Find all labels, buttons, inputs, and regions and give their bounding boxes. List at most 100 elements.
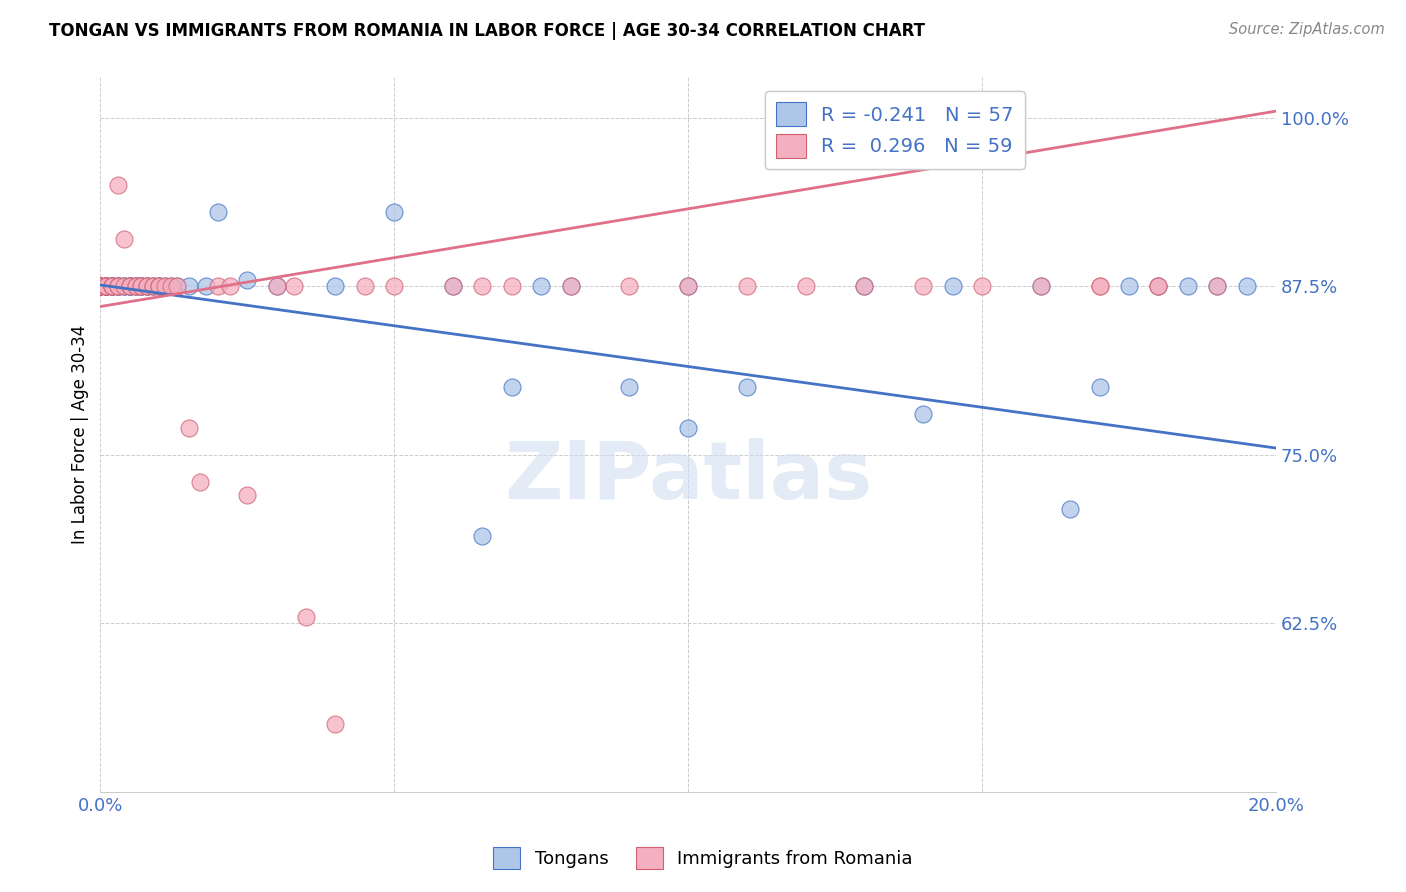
Point [96,279,118,293]
Point [153,279,176,293]
Point [354,279,377,293]
Point [136,279,159,293]
Point [501,380,523,394]
Point [101,279,124,293]
Point [96,279,118,293]
Point [970,279,993,293]
Legend: Tongans, Immigrants from Romania: Tongans, Immigrants from Romania [484,838,922,879]
Point [471,528,494,542]
Point [107,279,129,293]
Point [530,279,553,293]
Point [166,279,188,293]
Point [1147,279,1170,293]
Point [325,717,347,731]
Point [96,279,118,293]
Point [1118,279,1140,293]
Point [1206,279,1229,293]
Point [283,279,305,293]
Point [112,279,135,293]
Point [188,475,211,489]
Point [853,279,876,293]
Point [166,279,188,293]
Point [942,279,965,293]
Point [89,279,111,293]
Point [207,205,229,219]
Point [148,279,170,293]
Point [96,279,118,293]
Point [136,279,159,293]
Point [142,279,165,293]
Point [382,205,405,219]
Text: Source: ZipAtlas.com: Source: ZipAtlas.com [1229,22,1385,37]
Point [195,279,218,293]
Point [112,279,135,293]
Point [142,279,165,293]
Point [619,380,641,394]
Point [148,279,170,293]
Point [207,279,229,293]
Point [101,279,124,293]
Point [96,279,118,293]
Point [124,279,146,293]
Point [1029,279,1052,293]
Point [136,279,159,293]
Point [107,279,129,293]
Point [148,279,170,293]
Point [118,279,141,293]
Point [236,272,259,286]
Point [1177,279,1199,293]
Point [1147,279,1170,293]
Point [131,279,153,293]
Point [107,178,129,193]
Point [1029,279,1052,293]
Point [96,279,118,293]
Point [160,279,183,293]
Point [131,279,153,293]
Point [1236,279,1258,293]
Point [735,279,758,293]
Point [112,232,135,246]
Y-axis label: In Labor Force | Age 30-34: In Labor Force | Age 30-34 [72,325,89,544]
Point [136,279,159,293]
Point [131,279,153,293]
Point [124,279,146,293]
Point [89,279,111,293]
Point [89,279,111,293]
Point [853,279,876,293]
Point [266,279,288,293]
Point [96,279,118,293]
Point [112,279,135,293]
Point [124,279,146,293]
Point [441,279,464,293]
Point [441,279,464,293]
Point [382,279,405,293]
Point [101,279,124,293]
Point [471,279,494,293]
Point [1147,279,1170,293]
Point [96,279,118,293]
Point [160,279,183,293]
Point [266,279,288,293]
Point [735,380,758,394]
Point [560,279,582,293]
Point [1059,501,1081,516]
Point [101,279,124,293]
Point [118,279,141,293]
Point [676,421,699,435]
Point [131,279,153,293]
Point [501,279,523,293]
Point [1088,380,1111,394]
Text: TONGAN VS IMMIGRANTS FROM ROMANIA IN LABOR FORCE | AGE 30-34 CORRELATION CHART: TONGAN VS IMMIGRANTS FROM ROMANIA IN LAB… [49,22,925,40]
Point [177,421,200,435]
Point [107,279,129,293]
Point [912,408,935,422]
Point [89,279,111,293]
Point [912,279,935,293]
Point [619,279,641,293]
Point [218,279,240,293]
Point [1206,279,1229,293]
Point [89,279,111,293]
Point [101,279,124,293]
Point [118,279,141,293]
Point [1088,279,1111,293]
